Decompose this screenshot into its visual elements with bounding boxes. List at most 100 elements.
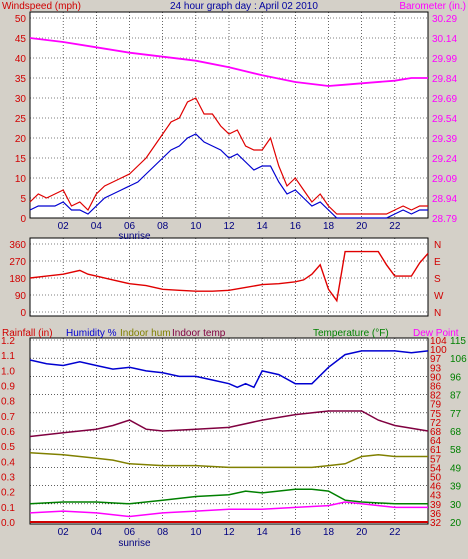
wind-y-tick-label: 0 <box>20 214 26 225</box>
indoor-temp-legend: Indoor temp <box>172 328 226 339</box>
barometer-y-tick-label: 29.84 <box>432 74 457 85</box>
x-tick-label: 14 <box>257 527 269 538</box>
dewpoint-y-tick-label: 79 <box>430 400 442 411</box>
x-tick-label: 20 <box>356 221 368 232</box>
x-tick-label: 06 <box>124 527 136 538</box>
temperature-y-tick-label: 96 <box>450 372 462 383</box>
dewpoint-y-tick-label: 54 <box>430 463 442 474</box>
x-tick-label: 16 <box>290 527 302 538</box>
rainfall-axis-title: Rainfall (in) <box>2 328 53 339</box>
x-tick-label: 18 <box>323 527 335 538</box>
x-tick-label: 22 <box>389 527 401 538</box>
rain-y-tick-label: 0.8 <box>1 397 15 408</box>
temperature-y-tick-label: 49 <box>450 463 462 474</box>
x-tick-label: 10 <box>190 527 202 538</box>
dewpoint-y-tick-label: 46 <box>430 482 442 493</box>
series-indoor-hum <box>29 452 428 469</box>
x-tick-label: 04 <box>91 221 103 232</box>
x-tick-label: 12 <box>223 527 235 538</box>
dewpoint-axis-title: Dew Point <box>413 328 459 339</box>
temperature-y-tick-label: 20 <box>450 518 462 529</box>
direction-y-tick-label: 90 <box>15 291 27 302</box>
dewpoint-y-tick-label: 86 <box>430 382 442 393</box>
humidity-axis-title: Humidity % <box>66 328 117 339</box>
rain-y-tick-label: 0.6 <box>1 427 15 438</box>
wind-y-tick-label: 35 <box>15 74 27 85</box>
dewpoint-y-tick-label: 43 <box>430 491 442 502</box>
series-windspeed <box>29 97 428 215</box>
dewpoint-y-tick-label: 90 <box>430 372 442 383</box>
x-tick-label: 20 <box>356 527 368 538</box>
barometer-y-tick-label: 28.79 <box>432 214 457 225</box>
compass-tick-label: S <box>434 274 441 285</box>
axes-labels: 02 02 04 04 06 06 08 08 10 10 12 12 14 14 16 16 18 18 20 20… <box>1 14 467 549</box>
rain-y-tick-label: 0.9 <box>1 382 15 393</box>
series-lines <box>29 37 429 523</box>
wind-y-tick-label: 50 <box>15 14 27 25</box>
barometer-y-tick-label: 29.99 <box>432 54 457 65</box>
direction-y-tick-label: 360 <box>9 240 26 251</box>
x-tick-label: 16 <box>290 221 302 232</box>
rain-y-tick-label: 0.4 <box>1 457 15 468</box>
x-tick-label: 18 <box>323 221 335 232</box>
x-tick-label: 02 <box>58 527 70 538</box>
page-title: 24 hour graph day : April 02 2010 <box>170 1 318 12</box>
x-tick-label: 08 <box>157 221 169 232</box>
windspeed-axis-title: Windspeed (mph) <box>2 1 81 12</box>
temperature-y-tick-label: 106 <box>450 354 467 365</box>
dewpoint-y-tick-label: 32 <box>430 518 442 529</box>
rain-y-tick-label: 1.1 <box>1 351 15 362</box>
temperature-y-tick-label: 39 <box>450 482 462 493</box>
temperature-y-tick-label: 68 <box>450 427 462 438</box>
rain-y-tick-label: 0.2 <box>1 488 15 499</box>
series-dew-point <box>29 501 428 518</box>
x-tick-label: 02 <box>58 221 70 232</box>
x-tick-label: 14 <box>257 221 269 232</box>
barometer-y-tick-label: 29.39 <box>432 134 457 145</box>
temperature-y-tick-label: 87 <box>450 391 462 402</box>
wind-y-tick-label: 5 <box>20 194 26 205</box>
series-temperature <box>29 488 428 505</box>
x-tick-label: 06 <box>124 221 136 232</box>
dewpoint-y-tick-label: 50 <box>430 473 442 484</box>
x-tick-label: 10 <box>190 221 202 232</box>
compass-tick-label: E <box>434 257 441 268</box>
sunrise-label: sunrise <box>118 538 151 549</box>
dewpoint-y-tick-label: 75 <box>430 409 442 420</box>
series-wind-average <box>29 133 428 219</box>
x-tick-label: 22 <box>389 221 401 232</box>
compass-tick-label: W <box>434 291 444 302</box>
series-wind-direction <box>29 250 429 303</box>
barometer-y-tick-label: 29.24 <box>432 154 457 165</box>
dewpoint-y-tick-label: 93 <box>430 363 442 374</box>
rain-y-tick-label: 0.7 <box>1 412 15 423</box>
wind-y-tick-label: 25 <box>15 114 27 125</box>
wind-y-tick-label: 30 <box>15 94 27 105</box>
temperature-axis-title: Temperature (°F) <box>313 328 389 339</box>
dewpoint-y-tick-label: 68 <box>430 427 442 438</box>
compass-tick-label: N <box>434 308 441 319</box>
dewpoint-y-tick-label: 36 <box>430 509 442 520</box>
wind-y-tick-label: 15 <box>15 154 27 165</box>
rain-y-tick-label: 0.0 <box>1 518 15 529</box>
wind-y-tick-label: 20 <box>15 134 27 145</box>
direction-y-tick-label: 270 <box>9 257 26 268</box>
barometer-y-tick-label: 29.54 <box>432 114 457 125</box>
series-humidity <box>29 350 429 389</box>
barometer-y-tick-label: 30.29 <box>432 14 457 25</box>
wind-y-tick-label: 40 <box>15 54 27 65</box>
temperature-y-tick-label: 115 <box>450 336 466 347</box>
dewpoint-y-tick-label: 64 <box>430 436 442 447</box>
series-indoor-temp <box>29 410 429 438</box>
temperature-y-tick-label: 58 <box>450 445 462 456</box>
temperature-y-tick-label: 30 <box>450 500 462 511</box>
series-barometer <box>29 37 428 87</box>
barometer-y-tick-label: 29.09 <box>432 174 457 185</box>
sunrise-label: sunrise <box>118 231 151 242</box>
dewpoint-y-tick-label: 72 <box>430 418 442 429</box>
indoor-hum-legend: Indoor hum <box>120 328 171 339</box>
rain-y-tick-label: 1.0 <box>1 366 15 377</box>
dewpoint-y-tick-label: 104 <box>430 336 447 347</box>
